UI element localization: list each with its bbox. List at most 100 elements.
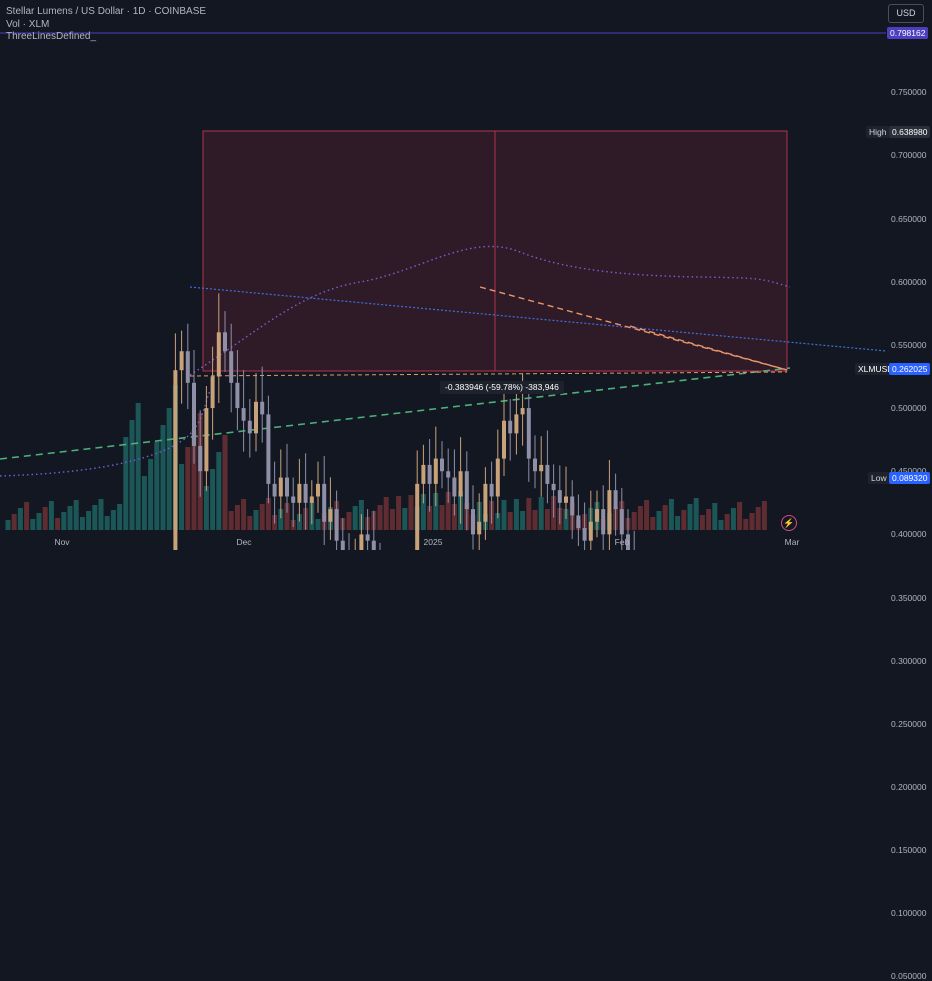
- moving-average: [189, 245, 791, 376]
- candle-body: [551, 483, 556, 491]
- volume-bar: [408, 495, 414, 530]
- trend-line: [189, 286, 887, 352]
- price-tick: 0.600000: [891, 276, 927, 287]
- volume-bar: [61, 512, 67, 530]
- time-tick: Nov: [54, 537, 70, 547]
- candle-body: [297, 483, 302, 503]
- candle-body: [309, 496, 314, 503]
- time-tick: Mar: [784, 537, 800, 547]
- price-tick: 0.550000: [891, 339, 927, 350]
- candle-body: [619, 509, 624, 535]
- candle-body: [601, 509, 606, 535]
- candle-body: [446, 471, 451, 478]
- candle-body: [495, 458, 500, 497]
- candle-body: [316, 483, 320, 497]
- volume-bar: [389, 509, 395, 530]
- candle-body: [173, 370, 178, 550]
- volume-bar: [98, 499, 104, 530]
- volume-bar: [712, 503, 718, 530]
- volume-bar: [216, 452, 222, 530]
- candle-body: [595, 509, 599, 522]
- volume-bar: [346, 512, 352, 530]
- candle-body: [371, 540, 376, 550]
- volume-bar: [563, 509, 569, 530]
- volume-bar: [433, 493, 439, 530]
- currency-button[interactable]: USD: [888, 4, 924, 23]
- volume-bar: [296, 514, 302, 530]
- last-price-tag: 0.262025: [889, 363, 931, 375]
- candle-body: [464, 471, 469, 510]
- candle-body: [235, 382, 240, 409]
- candle-body: [533, 458, 537, 472]
- volume-bar: [699, 515, 705, 530]
- volume-bar: [166, 408, 172, 530]
- candle-body: [508, 420, 513, 434]
- volume-bar: [507, 512, 513, 530]
- volume-bar: [501, 500, 507, 530]
- candle-body: [328, 509, 333, 522]
- candle-body: [210, 376, 215, 409]
- volume-bar: [693, 498, 699, 530]
- volume-bar: [234, 505, 240, 530]
- candle-body: [260, 401, 265, 415]
- volume-bar: [160, 425, 166, 530]
- candle-body: [254, 401, 258, 434]
- volume-bar: [48, 501, 54, 530]
- volume-bar: [656, 511, 662, 530]
- candle-body: [229, 351, 234, 383]
- volume-bar: [73, 500, 79, 530]
- volume-bar: [315, 519, 321, 530]
- price-tick: 0.050000: [891, 971, 927, 981]
- volume-bar: [79, 517, 85, 530]
- indicator-lines: [0, 245, 887, 477]
- price-tick: 0.200000: [891, 781, 927, 792]
- candle-body: [526, 408, 531, 459]
- volume-bar: [681, 510, 687, 530]
- volume-bar: [743, 519, 749, 530]
- volume-legend[interactable]: Vol · XLM: [6, 18, 50, 30]
- candle-body: [502, 420, 506, 459]
- volume-bar: [718, 520, 724, 530]
- volume-bar: [451, 504, 457, 530]
- candle-body: [334, 509, 339, 541]
- volume-bar: [427, 506, 433, 530]
- indicator-legend[interactable]: ThreeLinesDefined_: [6, 31, 97, 42]
- volume-bar: [495, 513, 501, 530]
- volume-bar: [761, 501, 767, 530]
- volume-bar: [532, 510, 538, 530]
- candle-body: [285, 477, 289, 497]
- candle-body: [303, 483, 308, 503]
- volume-bar: [154, 442, 160, 530]
- volume-bar: [129, 420, 135, 530]
- lightning-icon[interactable]: ⚡: [781, 515, 797, 531]
- price-tick: 0.150000: [891, 845, 927, 856]
- volume-bar: [513, 499, 519, 530]
- candle-body: [216, 332, 221, 377]
- volume-bar: [706, 509, 712, 530]
- volume-bar: [228, 511, 234, 530]
- candle-body: [278, 477, 283, 497]
- price-chart[interactable]: [0, 0, 932, 550]
- volume-bar: [55, 518, 61, 530]
- volume-bar: [241, 499, 247, 530]
- volume-bar: [755, 507, 761, 530]
- candle-body: [613, 490, 618, 510]
- candle-body: [626, 534, 630, 550]
- volume-bar: [631, 512, 637, 530]
- volume-bar: [265, 498, 271, 530]
- candle-body: [322, 483, 327, 522]
- volume-bar: [179, 464, 185, 530]
- volume-bar: [30, 519, 36, 530]
- volume-bar: [67, 506, 73, 530]
- volume-bar: [117, 504, 123, 530]
- volume-bar: [402, 508, 408, 530]
- symbol-title[interactable]: Stellar Lumens / US Dollar · 1D · COINBA…: [6, 6, 207, 17]
- range-base-line: [189, 371, 788, 377]
- candle-body: [272, 483, 277, 497]
- volume-bar: [253, 510, 259, 530]
- volume-bar: [36, 513, 42, 530]
- candle-body: [557, 490, 562, 503]
- chart-legend: Stellar Lumens / US Dollar · 1D · COINBA…: [6, 6, 206, 44]
- volume-bar: [687, 504, 693, 530]
- volume-bar: [439, 505, 445, 530]
